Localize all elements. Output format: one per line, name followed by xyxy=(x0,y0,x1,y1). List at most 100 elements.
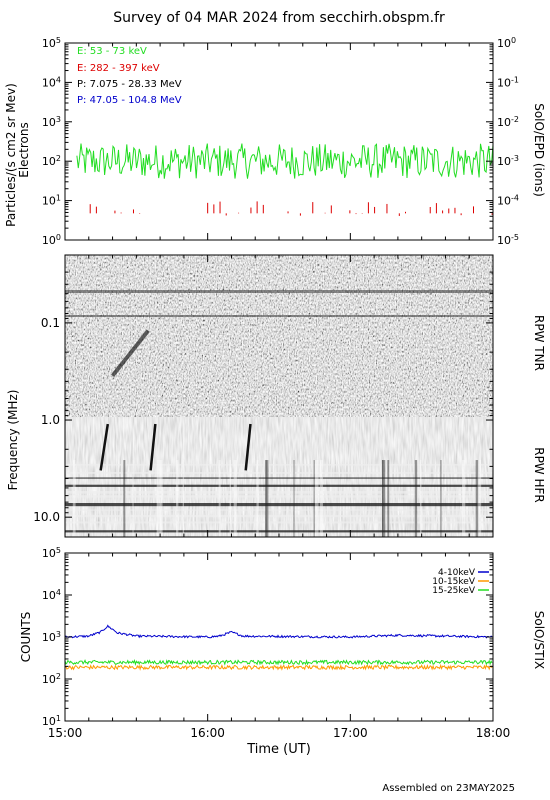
rpw-hfr-column xyxy=(265,460,267,537)
rpw-type3-burst xyxy=(110,329,150,377)
rpw-hfr-band xyxy=(65,530,493,533)
rpw-hfr-band xyxy=(65,484,493,487)
stix-panel: 105 104 103 102 101 4-10keV 10-15keV 15-25ke… xyxy=(19,546,546,758)
rpw-hfr-band xyxy=(65,521,493,524)
epd-right-tick-label: 10-5 xyxy=(497,233,519,248)
epd-left-tick-label: 101 xyxy=(42,193,61,208)
rpw-hfr-column xyxy=(382,460,386,537)
x-tick-label: 17:00 xyxy=(333,726,368,740)
epd-right-label: SolO/EPD (ions) xyxy=(532,103,546,197)
epd-legend-item: E: 53 - 73 keV xyxy=(77,46,147,57)
stix-line xyxy=(64,624,493,639)
rpw-hfr-column xyxy=(477,460,482,537)
stix-y-axis: 105 104 103 102 101 xyxy=(42,546,493,729)
rpw-hfr-column xyxy=(475,460,479,537)
rpw-hfr-column xyxy=(265,460,269,537)
epd-series-red xyxy=(89,201,493,216)
rpw-y-axis: 0.1 1.0 10.0 xyxy=(33,254,493,524)
x-tick-labels: 15:00 16:00 17:00 18:00 xyxy=(48,726,511,740)
rpw-hfr-column xyxy=(233,460,237,537)
epd-x-ticks xyxy=(64,43,494,240)
epd-series-green xyxy=(76,143,494,179)
stix-tick-label: 102 xyxy=(42,672,61,687)
epd-legend-item: E: 282 - 397 keV xyxy=(77,63,160,74)
rpw-hfr-column xyxy=(319,460,323,537)
epd-legend-item: P: 47.05 - 104.8 MeV xyxy=(77,95,182,106)
epd-right-tick-label: 10-1 xyxy=(497,75,519,90)
epd-left-tick-label: 102 xyxy=(42,154,61,169)
rpw-hfr-column xyxy=(218,460,221,537)
epd-ylabel-electrons: Electrons xyxy=(17,122,31,177)
stix-x-ticks xyxy=(64,553,494,721)
rpw-hfr-column xyxy=(182,460,184,537)
rpw-hfr-column xyxy=(293,460,295,537)
epd-left-tick-label: 100 xyxy=(42,233,61,248)
rpw-tick-label: 1.0 xyxy=(41,413,60,427)
epd-left-tick-label: 103 xyxy=(42,114,61,129)
rpw-hfr-column xyxy=(156,460,161,537)
rpw-tick-label: 10.0 xyxy=(33,510,60,524)
chart-title: Survey of 04 MAR 2024 from secchirh.obsp… xyxy=(113,10,445,26)
epd-legend-item: P: 7.075 - 28.33 MeV xyxy=(77,79,182,90)
rpw-hfr-band xyxy=(65,464,493,466)
stix-tick-label: 101 xyxy=(42,714,61,729)
stix-legend-item: 15-25keV xyxy=(432,586,476,596)
rpw-type3-burst xyxy=(244,423,252,471)
rpw-tnr-spectrogram xyxy=(65,255,493,417)
rpw-type3-burst xyxy=(99,423,110,471)
rpw-hfr-band xyxy=(65,514,493,518)
epd-right-tick-label: 10-4 xyxy=(497,193,519,208)
stix-legend-item: 4-10keV xyxy=(438,568,476,578)
rpw-hfr-column xyxy=(381,460,384,537)
stix-line xyxy=(64,663,493,671)
rpw-hfr-column xyxy=(123,460,126,537)
stix-legend: 4-10keV 10-15keV 15-25keV xyxy=(432,568,489,596)
rpw-hfr-column xyxy=(229,460,231,537)
rpw-hfr-column xyxy=(419,460,422,537)
epd-left-tick-label: 105 xyxy=(42,36,61,51)
rpw-panel: 0.1 1.0 10.0 Frequency (MHz) RPW TNR RPW H… xyxy=(6,254,546,538)
rpw-hfr-column xyxy=(176,460,179,537)
rpw-hfr-column xyxy=(313,460,315,537)
stix-tick-label: 104 xyxy=(42,588,61,603)
epd-right-tick-label: 10-3 xyxy=(497,154,519,169)
stix-right-label: SolO/STIX xyxy=(532,611,546,670)
rpw-hfr-band xyxy=(65,471,493,474)
x-tick-label: 18:00 xyxy=(476,726,511,740)
rpw-tnr-band xyxy=(65,290,493,293)
rpw-tick-label: 0.1 xyxy=(41,316,60,330)
rpw-hfr-bands xyxy=(65,290,493,537)
rpw-x-ticks xyxy=(64,255,494,537)
epd-right-tick-label: 10-2 xyxy=(497,114,519,129)
epd-line-electrons-low xyxy=(76,143,494,179)
stix-line xyxy=(64,658,493,666)
rpw-hfr-column xyxy=(414,460,418,537)
rpw-hfr-column xyxy=(440,460,442,537)
rpw-hfr-band xyxy=(65,477,493,479)
rpw-hfr-band xyxy=(65,503,493,507)
epd-left-axis: 105 104 103 102 101 100 xyxy=(42,36,72,248)
rpw-tnr-band xyxy=(65,315,493,317)
rpw-hfr-label: RPW HFR xyxy=(532,447,546,503)
epd-legend: E: 53 - 73 keV E: 282 - 397 keV P: 7.075… xyxy=(77,46,182,106)
stix-series xyxy=(64,624,493,671)
stix-ylabel: COUNTS xyxy=(19,612,33,663)
x-axis-label: Time (UT) xyxy=(246,742,311,757)
rpw-hfr-column xyxy=(72,460,76,537)
rpw-hfr-spectrogram xyxy=(65,417,493,537)
rpw-hfr-column xyxy=(256,460,259,537)
stix-legend-item: 10-15keV xyxy=(432,577,476,587)
rpw-hfr-column xyxy=(314,460,319,537)
epd-ylabel: Particles/(s cm2 sr Mev) xyxy=(4,83,18,227)
rpw-hfr-band xyxy=(65,509,493,511)
rpw-type3-burst xyxy=(149,423,157,471)
footer-text: Assembled on 23MAY2025 xyxy=(382,783,515,794)
rpw-bursts xyxy=(99,329,252,471)
stix-tick-label: 103 xyxy=(42,630,61,645)
x-tick-label: 16:00 xyxy=(190,726,225,740)
rpw-hfr-column xyxy=(160,460,163,537)
rpw-hfr-band xyxy=(65,495,493,498)
rpw-tnr-label: RPW TNR xyxy=(532,315,546,371)
epd-right-axis: 100 10-1 10-2 10-3 10-4 10-5 xyxy=(486,36,519,248)
